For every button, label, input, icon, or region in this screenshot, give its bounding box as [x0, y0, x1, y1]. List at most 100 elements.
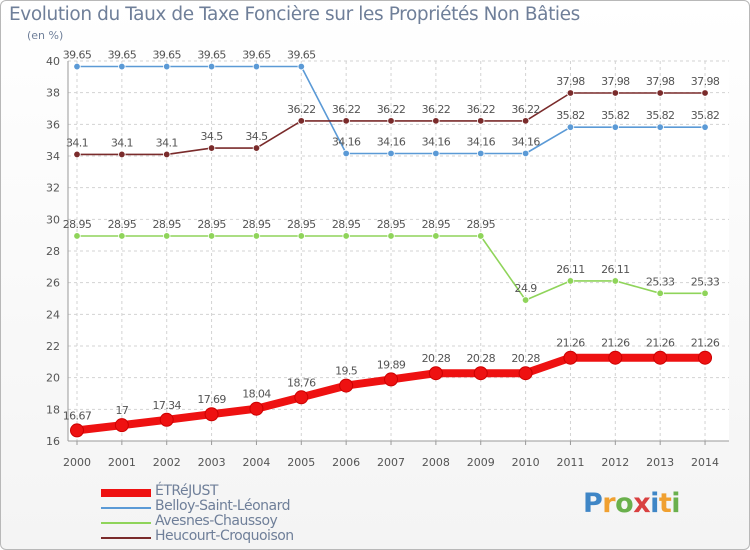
- data-label: 20.28: [511, 352, 540, 365]
- legend-swatch: [101, 537, 151, 539]
- y-tick-label: 20: [46, 372, 60, 385]
- data-point: [611, 277, 620, 285]
- y-tick-label: 24: [46, 308, 60, 321]
- y-tick-label: 32: [46, 182, 60, 195]
- x-tick-label: 2009: [467, 456, 495, 469]
- data-label: 34.16: [332, 135, 361, 148]
- data-point: [70, 423, 84, 438]
- data-point: [342, 149, 350, 158]
- y-tick-label: 22: [46, 340, 60, 353]
- data-label: 28.95: [332, 218, 361, 231]
- logo-letter: P: [583, 488, 603, 519]
- data-point: [521, 149, 530, 158]
- x-tick-label: 2003: [198, 456, 226, 469]
- data-point: [163, 232, 171, 240]
- y-tick-label: 28: [46, 245, 60, 258]
- legend: ÉTRéJUST Belloy-Saint-Léonard Avesnes-Chau…: [101, 483, 421, 545]
- data-point: [653, 350, 668, 365]
- data-label: 21.26: [691, 337, 720, 350]
- data-label: 17: [115, 404, 128, 417]
- x-tick-label: 2011: [556, 456, 584, 469]
- data-label: 34.16: [422, 135, 451, 148]
- data-point: [387, 149, 395, 158]
- data-point: [252, 62, 261, 71]
- data-label: 21.26: [601, 337, 630, 350]
- data-point: [432, 117, 440, 125]
- data-label: 34.1: [111, 136, 133, 149]
- data-label: 28.95: [466, 218, 495, 231]
- data-label: 34.16: [511, 135, 540, 148]
- data-label: 37.98: [646, 75, 675, 88]
- legend-item: Heucourt-Croquoison: [101, 528, 421, 545]
- data-point: [252, 144, 261, 152]
- data-label: 35.82: [646, 109, 675, 122]
- y-tick-label: 38: [46, 87, 60, 100]
- legend-swatch: [101, 507, 151, 509]
- data-label: 37.98: [691, 75, 720, 88]
- data-point: [656, 89, 664, 97]
- data-label: 39.65: [197, 49, 226, 62]
- logo-letter: t: [658, 488, 672, 519]
- data-point: [656, 123, 664, 131]
- x-tick-label: 2004: [242, 456, 270, 469]
- data-point: [118, 232, 126, 240]
- data-point: [701, 289, 709, 297]
- logo-letter: x: [633, 488, 651, 519]
- y-tick-label: 26: [46, 277, 60, 290]
- logo-letter: i: [650, 488, 659, 519]
- data-point: [342, 232, 350, 240]
- data-point: [521, 296, 530, 304]
- data-label: 34.5: [201, 130, 224, 143]
- data-label: 28.95: [287, 218, 316, 231]
- logo-letter: r: [602, 488, 616, 519]
- legend-item: ÉTRéJUST: [101, 483, 421, 500]
- data-label: 25.33: [646, 275, 675, 288]
- data-point: [384, 372, 399, 387]
- data-point: [73, 232, 81, 240]
- data-label: 16.67: [63, 409, 92, 422]
- data-point: [477, 117, 485, 125]
- data-point: [252, 232, 261, 240]
- data-label: 17.69: [197, 393, 226, 406]
- data-point: [73, 150, 81, 159]
- data-point: [73, 62, 81, 71]
- data-label: 17.34: [152, 399, 181, 412]
- data-label: 35.82: [556, 109, 585, 122]
- data-point: [118, 62, 126, 71]
- y-tick-label: 34: [46, 150, 60, 163]
- data-point: [701, 123, 709, 131]
- data-label: 28.95: [152, 218, 181, 231]
- data-label: 36.22: [422, 103, 451, 116]
- chart-title: Evolution du Taux de Taxe Foncière sur l…: [9, 4, 580, 25]
- data-point: [204, 407, 219, 422]
- data-label: 28.95: [242, 218, 271, 231]
- legend-label: Heucourt-Croquoison: [155, 528, 294, 544]
- legend-label: Avesnes-Chaussoy: [155, 513, 278, 529]
- data-label: 28.95: [422, 218, 451, 231]
- legend-swatch: [101, 489, 151, 497]
- data-label: 36.22: [332, 103, 361, 116]
- data-point: [432, 149, 440, 158]
- data-label: 34.16: [466, 135, 495, 148]
- y-axis-unit: (en %): [27, 29, 64, 42]
- proxiti-logo: Proxiti: [583, 488, 681, 519]
- x-tick-label: 2012: [601, 456, 629, 469]
- y-tick-label: 36: [46, 118, 60, 131]
- x-tick-label: 2007: [377, 456, 405, 469]
- data-point: [566, 89, 575, 97]
- data-point: [387, 232, 395, 240]
- data-point: [163, 150, 171, 159]
- data-point: [428, 366, 443, 381]
- y-tick-label: 16: [46, 435, 60, 448]
- data-point: [656, 289, 664, 297]
- data-label: 39.65: [152, 49, 181, 62]
- data-label: 39.65: [108, 49, 137, 62]
- logo-letter: o: [615, 488, 634, 519]
- data-label: 26.11: [556, 263, 585, 276]
- x-tick-label: 2002: [153, 456, 181, 469]
- x-tick-label: 2013: [646, 456, 674, 469]
- x-tick-label: 2014: [691, 456, 719, 469]
- data-point: [342, 117, 350, 125]
- data-label: 39.65: [242, 49, 271, 62]
- data-label: 19.5: [335, 365, 358, 378]
